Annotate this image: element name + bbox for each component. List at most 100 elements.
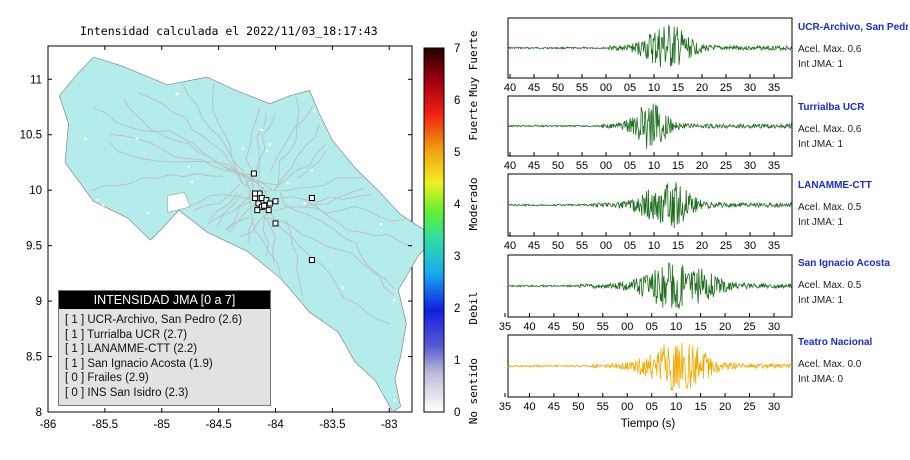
lon-tick-label: -83 — [381, 419, 398, 431]
acel-max: Acel. Max. 0.5 — [798, 280, 862, 291]
lat-tick-label: 8.5 — [26, 352, 42, 364]
time-tick-label: 45 — [528, 82, 540, 94]
colorbar-tick-label: 6 — [454, 95, 460, 107]
road — [91, 173, 225, 192]
road — [186, 194, 265, 208]
time-tick-label: 25 — [720, 160, 732, 172]
road — [212, 82, 244, 184]
station-panel-4: Teatro Nacional Acel. Max. 0.0 Int JMA: … — [798, 337, 908, 387]
station-marker — [255, 200, 262, 207]
road — [299, 188, 364, 209]
town-dot — [393, 298, 397, 302]
lon-tick-label: -85 — [153, 419, 170, 431]
road — [208, 192, 238, 221]
time-tick-label: 55 — [576, 82, 588, 94]
time-tick-label: 30 — [744, 160, 756, 172]
station-marker — [254, 207, 261, 214]
station-marker — [261, 202, 268, 209]
time-tick-label: 55 — [597, 321, 609, 333]
town-dot — [190, 180, 194, 184]
country-outline — [59, 56, 436, 413]
costa-rica-landmass — [59, 56, 436, 413]
int-jma: Int JMA: 1 — [798, 59, 844, 70]
map-title: Intensidad calculada el 2022/11/03_18:17… — [80, 24, 378, 38]
time-tick-label: 50 — [572, 401, 584, 413]
road — [260, 200, 276, 264]
acel-max: Acel. Max. 0.6 — [798, 124, 862, 135]
time-tick-label: 55 — [597, 401, 609, 413]
road — [277, 105, 314, 188]
time-tick-label: 10 — [648, 240, 660, 252]
station-marker — [266, 200, 273, 207]
legend-list: [ 1 ] UCR-Archivo, San Pedro (2.6) [ 1 ]… — [59, 313, 270, 401]
seismogram-trace — [507, 103, 793, 149]
time-tick-label: 10 — [648, 160, 660, 172]
town-dot — [96, 198, 99, 202]
road — [265, 217, 395, 289]
town-dot — [393, 398, 397, 402]
int-jma: Int JMA: 1 — [798, 295, 844, 306]
road — [303, 200, 413, 248]
time-tick-label: 35 — [768, 240, 780, 252]
colorbar-tick-label: 1 — [454, 355, 460, 367]
station-marker — [250, 170, 257, 177]
time-tick-label: 25 — [743, 321, 755, 333]
longitude-axis: -86 -85.5 -85 -84.5 -84 -83.5 -83 — [40, 46, 398, 431]
time-tick-label: 25 — [720, 82, 732, 94]
int-jma: Int JMA: 0 — [798, 374, 844, 385]
time-tick-label: 50 — [572, 321, 584, 333]
station-marker — [272, 220, 279, 227]
time-tick-label: 00 — [621, 321, 633, 333]
station-panel-3: San Ignacio Acosta Acel. Max. 0.5 Int JM… — [798, 258, 908, 308]
lat-tick-label: 10.5 — [20, 130, 42, 142]
road — [248, 217, 255, 244]
time-tick-label: 05 — [646, 401, 658, 413]
road — [274, 206, 406, 222]
time-tick-label: 30 — [768, 401, 780, 413]
time-tick-label: 10 — [648, 82, 660, 94]
road — [217, 193, 242, 227]
station-name: UCR-Archivo, San Pedro — [798, 22, 908, 33]
legend-entry: [ 1 ] LANAMME-CTT (2.2) — [65, 343, 198, 356]
legend-entry: [ 1 ] San Ignacio Acosta (1.9) — [65, 357, 213, 370]
station-info: Acel. Max. 0.5 Int JMA: 1 — [798, 200, 908, 230]
time-tick-label: 05 — [646, 321, 658, 333]
colorbar-category-label: Muy Fuerte — [467, 30, 480, 96]
town-dot — [260, 128, 263, 132]
lat-tick-label: 9 — [36, 296, 42, 308]
road — [284, 219, 303, 297]
time-tick-label: 00 — [600, 160, 612, 172]
time-tick-label: 15 — [672, 160, 684, 172]
road — [279, 192, 396, 296]
colorbar-ticks: 0 1 2 3 4 5 6 7 — [454, 43, 461, 419]
station-marker — [272, 198, 279, 205]
colorbar-tick-label: 5 — [454, 147, 460, 159]
time-tick-label: 35 — [768, 82, 780, 94]
road — [137, 92, 270, 201]
time-tick-label: 20 — [696, 82, 708, 94]
lon-tick-label: -86 — [40, 419, 57, 431]
town-dot — [187, 165, 190, 169]
lat-tick-label: 8 — [36, 407, 42, 419]
time-tick-label: 20 — [696, 160, 708, 172]
time-tick-label: 20 — [696, 240, 708, 252]
town-dot — [175, 92, 179, 96]
station-marker — [252, 190, 259, 197]
town-dot — [241, 147, 245, 150]
town-dot — [286, 181, 290, 185]
time-tick-label: 50 — [552, 240, 564, 252]
station-name: Turrialba UCR — [798, 102, 865, 113]
town-dot — [84, 137, 87, 141]
time-tick-label: 55 — [576, 160, 588, 172]
road-network — [84, 82, 413, 402]
time-tick-label: 40 — [504, 240, 516, 252]
time-tick-label: 15 — [672, 240, 684, 252]
time-tick-label: 40 — [504, 82, 516, 94]
station-info: Acel. Max. 0.0 Int JMA: 0 — [798, 357, 908, 387]
road — [110, 133, 279, 186]
colorbar-tick-label: 4 — [454, 199, 461, 211]
colorbar-category-label: Moderado — [467, 178, 480, 231]
station-info: Acel. Max. 0.6 Int JMA: 1 — [798, 122, 908, 152]
colorbar-category-label: No sentido — [467, 358, 480, 424]
colorbar-categories: No sentido Debil Moderado Fuerte Muy Fuerte — [467, 30, 480, 424]
